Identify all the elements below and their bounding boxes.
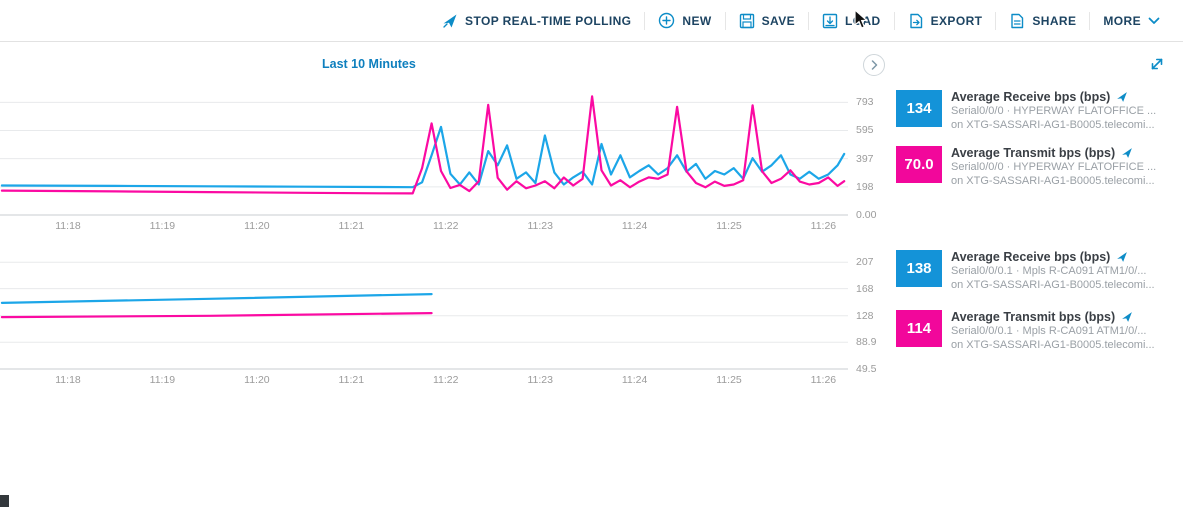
x-axis-tick-label: 11:24 [621,374,648,386]
chart-legend: 134 Average Receive bps (bps) Serial0/0/… [892,90,1183,188]
legend-entry-receive[interactable]: 134 Average Receive bps (bps) Serial0/0/… [896,90,1183,133]
chart-section-interface-serial0-0-0-1: 11:18 11:19 11:20 11:21 11:22 11:23 11:24 11:25… [0,250,1183,390]
rocket-icon [1117,252,1128,262]
legend-node: on XTG-SASSARI-AG1-B0005.telecomi... [951,338,1155,351]
y-axis-tick-label: 793 [856,96,874,109]
x-axis-tick-label: 11:24 [621,220,648,232]
y-axis-tick-label: 397 [856,152,874,165]
rocket-icon [1122,147,1133,158]
button-label: SHARE [1032,13,1077,28]
legend-subtitle: Serial0/0/0 · HYPERWAY FLATOFFICE ... [951,105,1157,117]
chevron-right-button[interactable] [863,54,885,76]
toolbar-separator [1089,11,1091,30]
x-axis-tick-label: 11:25 [716,374,742,386]
chart-section-interface-serial0-0-0: 11:18 11:19 11:20 11:21 11:22 11:23 11:24 11:25… [0,90,1183,236]
chart-plot-area[interactable] [0,250,848,370]
button-label: SAVE [761,13,796,28]
x-axis-tick-label: 11:19 [149,220,176,232]
x-axis-tick-label: 11:26 [810,220,837,232]
save-button[interactable]: SAVE [726,8,808,34]
toolbar-separator [995,11,997,30]
window-corner-artifact [0,495,9,507]
legend-node: on XTG-SASSARI-AG1-B0005.telecomi... [951,174,1155,187]
save-icon [739,13,754,28]
legend-entry-receive[interactable]: 138 Average Receive bps (bps) Serial0/0/… [896,250,1183,293]
toolbar-separator [808,11,810,30]
toolbar-separator [893,11,895,30]
legend-entry-transmit[interactable]: 70.0 Average Transmit bps (bps) Serial0/… [896,145,1183,189]
legend-current-value: 70.0 [896,145,942,183]
legend-title: Average Receive bps (bps) [951,90,1111,104]
toolbar-separator [644,11,646,30]
chart-stack: 11:18 11:19 11:20 11:21 11:22 11:23 11:24 11:25… [0,88,1183,390]
load-button[interactable]: LOAD [809,8,894,34]
rocket-icon [1122,311,1133,322]
legend-title: Average Transmit bps (bps) [951,145,1116,160]
y-axis-tick-label: 128 [856,309,874,322]
x-axis-tick-label: 11:25 [716,220,742,232]
x-axis-tick-label: 11:18 [55,220,81,232]
rocket-icon [1117,92,1128,102]
legend-current-value: 114 [896,309,942,347]
legend-node: on XTG-SASSARI-AG1-B0005.telecomi... [951,279,1155,292]
export-button[interactable]: EXPORT [895,8,996,34]
button-label: NEW [682,13,712,28]
button-label: LOAD [845,13,881,28]
legend-subtitle: Serial0/0/0 · HYPERWAY FLATOFFICE ... [951,160,1157,173]
button-label: MORE [1103,13,1141,28]
y-axis-tick-label: 595 [856,124,874,137]
plus-circle-icon [659,12,675,29]
x-axis-tick-label: 11:26 [810,374,837,386]
button-label: STOP REAL-TIME POLLING [465,13,632,28]
x-axis-tick-label: 11:23 [527,220,553,232]
legend-entry-transmit[interactable]: 114 Average Transmit bps (bps) Serial0/0… [896,309,1183,353]
legend-subtitle: Serial0/0/0.1 · Mpls R-CA091 ATM1/0/... [951,324,1147,337]
chevron-down-icon [1148,17,1160,24]
stop-realtime-polling-button[interactable]: STOP REAL-TIME POLLING [429,8,644,34]
y-axis-tick-label: 88.9 [856,336,877,349]
expand-button[interactable] [1147,54,1167,74]
chart-plot-area[interactable] [0,90,848,216]
x-axis-tick-label: 11:21 [338,374,365,386]
button-label: EXPORT [930,13,983,28]
x-axis-tick-label: 11:22 [432,220,459,232]
y-axis-tick-label: 198 [856,180,874,193]
y-axis-tick-label: 49.5 [856,363,877,375]
y-axis-tick-label: 168 [856,282,874,295]
x-axis-tick-label: 11:23 [527,374,553,386]
new-button[interactable]: NEW [645,8,724,34]
x-axis-tick-label: 11:19 [149,374,176,386]
x-axis-tick-label: 11:22 [432,374,459,386]
legend-title: Average Receive bps (bps) [951,250,1111,264]
more-button[interactable]: MORE [1090,8,1173,34]
chart-subheader: Last 10 Minutes [0,42,1183,88]
x-axis: 11:18 11:19 11:20 11:21 11:22 11:23 11:24 11:25… [0,216,848,236]
rocket-icon [443,14,457,28]
load-icon [822,13,838,28]
share-button[interactable]: SHARE [996,8,1089,34]
legend-current-value: 134 [896,90,942,127]
y-axis: 207 168 128 88.9 49.5 [848,250,892,390]
legend-current-value: 138 [896,250,942,287]
chevron-right-icon [871,60,877,70]
export-icon [909,13,922,28]
y-axis-tick-label: 0.00 [856,209,877,221]
x-axis-tick-label: 11:18 [55,374,81,386]
legend-title: Average Transmit bps (bps) [951,309,1116,324]
legend-node: on XTG-SASSARI-AG1-B0005.telecomi... [951,119,1155,132]
expand-icon [1151,58,1163,70]
top-toolbar: STOP REAL-TIME POLLING NEW SAVE LOAD [0,0,1183,42]
time-range-label[interactable]: Last 10 Minutes [322,57,416,71]
y-axis-tick-label: 207 [856,256,874,269]
x-axis-tick-label: 11:21 [338,220,365,232]
x-axis-tick-label: 11:20 [244,374,270,386]
x-axis-tick-label: 11:20 [244,220,270,232]
legend-subtitle: Serial0/0/0.1 · Mpls R-CA091 ATM1/0/... [951,265,1147,277]
toolbar-separator [724,11,726,30]
chart-legend: 138 Average Receive bps (bps) Serial0/0/… [892,250,1183,352]
share-icon [1011,13,1024,28]
y-axis: 793 595 397 198 0.00 [848,90,892,236]
x-axis: 11:18 11:19 11:20 11:21 11:22 11:23 11:24 11:25… [0,370,848,390]
